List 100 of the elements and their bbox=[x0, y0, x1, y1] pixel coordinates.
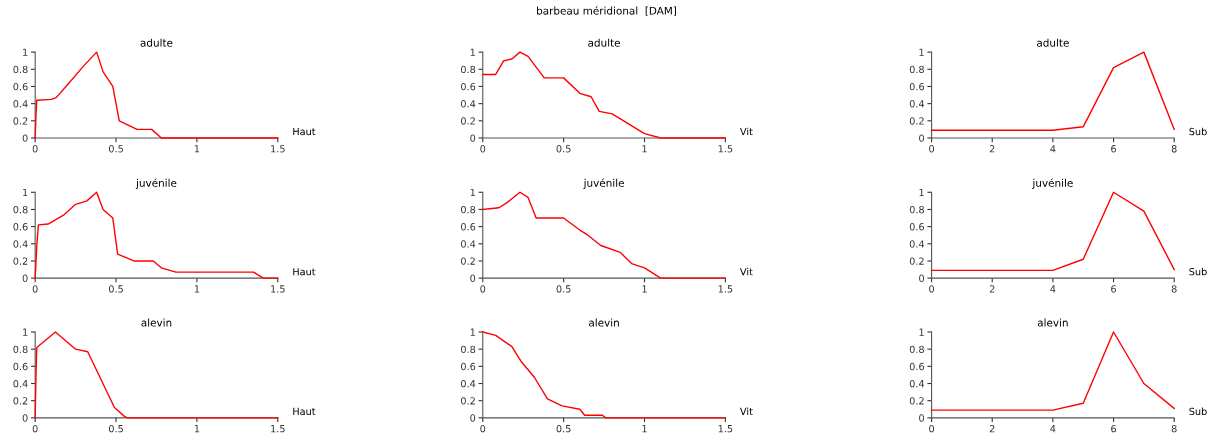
y-tick-label: 1 bbox=[919, 48, 924, 56]
y-tick-label: 0.6 bbox=[461, 82, 476, 91]
x-tick-label: 1 bbox=[642, 145, 647, 153]
x-tick-label: 0 bbox=[480, 424, 486, 433]
y-tick-label: 1 bbox=[23, 188, 28, 196]
y-tick-label: 0.6 bbox=[461, 362, 476, 371]
x-axis-title: Vit bbox=[740, 407, 753, 415]
x-tick-label: 0 bbox=[32, 285, 38, 293]
x-axis-title: Vit bbox=[740, 267, 753, 276]
chart-title: juvénile bbox=[1032, 178, 1073, 189]
y-tick-label: 1 bbox=[919, 328, 924, 336]
chart-title: adulte bbox=[140, 38, 173, 47]
y-tick-label: 0.2 bbox=[909, 257, 924, 265]
x-axis-title: Sub bbox=[1189, 407, 1207, 416]
x-tick-label: 1.5 bbox=[271, 285, 285, 293]
y-tick-label: 0.4 bbox=[461, 379, 476, 388]
x-tick-label: 0.5 bbox=[108, 145, 123, 153]
x-tick-label: 0.5 bbox=[556, 145, 571, 153]
x-axis-title: Haut bbox=[293, 268, 316, 276]
x-tick-label: 1 bbox=[194, 425, 200, 433]
y-tick-label: 0 bbox=[470, 274, 476, 282]
y-tick-label: 1 bbox=[919, 188, 924, 196]
y-tick-label: 1 bbox=[470, 328, 475, 336]
y-tick-label: 0.2 bbox=[461, 397, 475, 405]
line-series bbox=[482, 51, 727, 139]
x-tick-label: 4 bbox=[1050, 145, 1056, 153]
y-tick-label: 0 bbox=[22, 274, 28, 282]
y-tick-label: 0.8 bbox=[909, 345, 924, 354]
x-tick-label: 0.5 bbox=[108, 424, 123, 433]
y-tick-label: 0.8 bbox=[13, 205, 28, 214]
x-tick-label: 0 bbox=[929, 145, 935, 153]
y-tick-label: 0.8 bbox=[909, 205, 924, 214]
y-tick-label: 0.6 bbox=[909, 82, 925, 91]
x-tick-label: 8 bbox=[1171, 285, 1177, 293]
y-tick-label: 0.6 bbox=[909, 223, 925, 231]
y-tick-label: 0.2 bbox=[13, 397, 28, 405]
y-tick-label: 0.4 bbox=[13, 379, 28, 388]
y-tick-label: 0.6 bbox=[909, 362, 925, 371]
x-tick-label: 4 bbox=[1050, 425, 1056, 433]
x-tick-label: 4 bbox=[1050, 285, 1056, 293]
y-tick-label: 0 bbox=[919, 414, 924, 422]
x-axis-title: Sub bbox=[1189, 127, 1207, 136]
x-tick-label: 1 bbox=[642, 425, 647, 433]
y-tick-label: 0.8 bbox=[13, 65, 28, 74]
y-tick-label: 0.8 bbox=[461, 65, 476, 74]
line-series bbox=[482, 191, 727, 279]
chart-title: alevin bbox=[141, 318, 172, 327]
x-tick-label: 1.5 bbox=[271, 425, 285, 433]
chart-title: adulte bbox=[1037, 38, 1069, 47]
x-tick-label: 8 bbox=[1171, 145, 1177, 153]
x-axis-title: Haut bbox=[293, 127, 316, 136]
y-tick-label: 0 bbox=[22, 414, 28, 422]
x-tick-label: 0 bbox=[929, 285, 935, 293]
y-tick-label: 0.2 bbox=[461, 257, 475, 265]
text: barbeau méridional [DAM] bbox=[537, 6, 676, 16]
y-tick-label: 0 bbox=[22, 134, 28, 142]
y-tick-label: 0.4 bbox=[909, 240, 925, 248]
line-series bbox=[930, 191, 1175, 272]
y-tick-label: 0 bbox=[470, 134, 476, 142]
y-tick-label: 0.4 bbox=[13, 240, 28, 248]
y-tick-label: 0.4 bbox=[461, 100, 476, 108]
y-tick-label: 0.2 bbox=[461, 117, 475, 125]
y-tick-label: 0.8 bbox=[909, 65, 924, 74]
line-series bbox=[34, 191, 279, 279]
y-tick-label: 0.2 bbox=[13, 257, 28, 265]
y-tick-label: 0.6 bbox=[13, 82, 28, 91]
y-tick-label: 0.8 bbox=[461, 205, 476, 214]
y-tick-label: 0 bbox=[919, 134, 924, 142]
chart-title: juvénile bbox=[583, 178, 624, 189]
y-tick-label: 0.4 bbox=[461, 240, 476, 248]
x-tick-label: 1 bbox=[194, 145, 200, 153]
y-tick-label: 0.4 bbox=[909, 379, 925, 388]
x-tick-label: 0 bbox=[480, 145, 486, 153]
y-tick-label: 0 bbox=[919, 274, 924, 282]
y-tick-label: 0.4 bbox=[909, 100, 925, 108]
x-tick-label: 0 bbox=[929, 424, 935, 433]
line-series bbox=[482, 331, 727, 419]
x-tick-label: 1.5 bbox=[718, 145, 733, 153]
y-tick-label: 0.2 bbox=[909, 397, 924, 405]
x-axis-title: Haut bbox=[293, 407, 316, 416]
y-tick-label: 0.6 bbox=[13, 362, 28, 371]
y-tick-label: 1 bbox=[23, 328, 28, 336]
y-tick-label: 0.6 bbox=[461, 223, 476, 231]
chart-title: juvénile bbox=[135, 178, 177, 189]
x-axis-title: Vit bbox=[740, 127, 753, 136]
x-tick-label: 2 bbox=[989, 285, 995, 293]
x-tick-label: 6 bbox=[1111, 424, 1117, 433]
x-tick-label: 1 bbox=[194, 285, 200, 293]
y-tick-label: 0.8 bbox=[13, 345, 28, 354]
y-tick-label: 1 bbox=[470, 48, 475, 56]
line-series bbox=[34, 51, 279, 139]
x-tick-label: 0.5 bbox=[108, 285, 123, 293]
y-tick-label: 1 bbox=[23, 48, 28, 56]
x-tick-label: 1 bbox=[642, 285, 647, 293]
y-tick-label: 0.2 bbox=[909, 117, 924, 125]
line-series bbox=[930, 51, 1175, 131]
x-axis-title: Sub bbox=[1189, 267, 1207, 276]
x-tick-label: 1.5 bbox=[271, 145, 285, 153]
x-tick-label: 1.5 bbox=[718, 425, 733, 433]
x-tick-label: 0 bbox=[32, 424, 38, 433]
